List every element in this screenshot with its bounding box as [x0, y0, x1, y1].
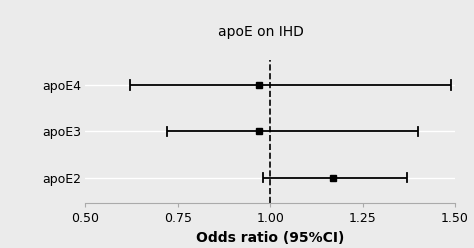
X-axis label: Odds ratio (95%CI): Odds ratio (95%CI) — [196, 231, 345, 245]
Text: apoE on IHD: apoE on IHD — [218, 26, 304, 39]
